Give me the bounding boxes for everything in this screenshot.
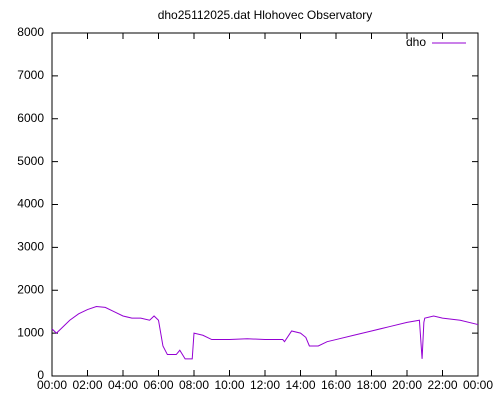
x-tick-label: 06:00 [143,378,173,392]
x-tick-label: 20:00 [392,378,422,392]
x-tick-label: 10:00 [214,378,244,392]
y-tick-label: 8000 [17,25,44,39]
plot-frame [51,32,479,377]
x-tick-label: 22:00 [427,378,457,392]
y-tick-label: 2000 [17,282,44,296]
y-tick-label: 5000 [17,154,44,168]
x-tick-label: 16:00 [321,378,351,392]
x-tick-label: 00:00 [463,378,493,392]
chart-title: dho25112025.dat Hlohovec Observatory [158,8,373,22]
x-tick-label: 00:00 [37,378,67,392]
y-tick-label: 3000 [17,240,44,254]
y-tick-label: 6000 [17,111,44,125]
y-tick-label: 4000 [17,197,44,211]
data-line [51,306,479,360]
y-tick-label: 7000 [17,68,44,82]
x-tick-label: 08:00 [179,378,209,392]
x-tick-label: 04:00 [108,378,138,392]
legend-label: dho [406,35,426,49]
x-tick-label: 14:00 [285,378,315,392]
x-tick-label: 02:00 [72,378,102,392]
x-tick-label: 12:00 [250,378,280,392]
y-tick-label: 1000 [17,325,44,339]
y-tick-label: 0 [37,368,44,382]
x-tick-label: 18:00 [356,378,386,392]
